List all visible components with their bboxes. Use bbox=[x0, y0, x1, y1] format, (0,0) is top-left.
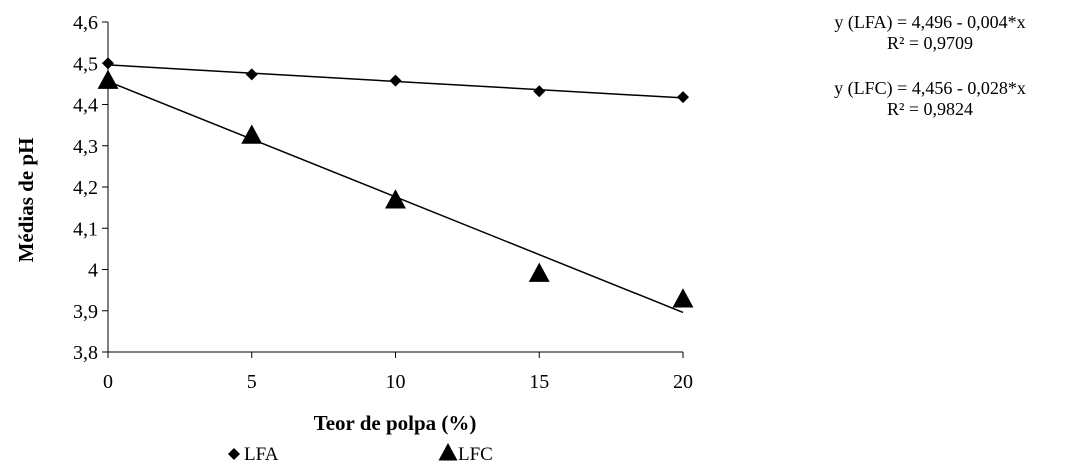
y-tick-label: 4,5 bbox=[73, 53, 98, 75]
y-tick-label: 4,2 bbox=[73, 177, 98, 199]
axes bbox=[107, 22, 683, 353]
x-tick-labels: 0 5 10 15 20 bbox=[103, 352, 693, 393]
point-lfa bbox=[245, 68, 258, 81]
r2-lfa-text: R² = 0,9709 bbox=[886, 33, 974, 53]
legend: LFA LFC bbox=[228, 443, 493, 465]
x-tick-label: 15 bbox=[529, 371, 549, 393]
legend-label-lfa: LFA bbox=[244, 444, 279, 465]
point-lfa bbox=[102, 57, 114, 70]
x-axis-title: Teor de polpa (%) bbox=[314, 411, 477, 435]
x-tick-label: 10 bbox=[386, 371, 406, 393]
x-tick-label: 5 bbox=[247, 371, 257, 393]
y-tick-label: 4,1 bbox=[73, 218, 98, 240]
point-lfc bbox=[672, 288, 694, 308]
y-tick-label: 3,8 bbox=[73, 342, 98, 364]
point-lfc bbox=[97, 69, 119, 89]
legend-marker-lfa bbox=[228, 448, 240, 460]
y-tick-label: 4,6 bbox=[73, 12, 98, 34]
equation-lfa: y (LFA) = 4,496 - 0,004*x R² = 0,9709 bbox=[790, 12, 1070, 54]
y-tick-label: 4,3 bbox=[73, 136, 98, 158]
point-lfa bbox=[533, 85, 546, 98]
point-lfc bbox=[528, 262, 550, 282]
point-lfa bbox=[389, 74, 402, 87]
equation-lfa-text: y (LFA) = 4,496 - 0,004*x bbox=[834, 12, 1026, 32]
equation-lfc: y (LFC) = 4,456 - 0,028*x R² = 0,9824 bbox=[790, 78, 1070, 120]
y-tick-label: 4 bbox=[88, 260, 98, 282]
point-lfc bbox=[385, 189, 406, 209]
legend-marker-lfc bbox=[438, 443, 458, 461]
y-tick-labels: 3,8 3,9 4 4,1 4,2 4,3 4,4 4,5 4,6 bbox=[73, 12, 108, 364]
trendlines bbox=[107, 64, 684, 314]
legend-label-lfc: LFC bbox=[458, 444, 493, 465]
point-lfc bbox=[241, 124, 263, 144]
data-markers bbox=[97, 57, 694, 308]
x-tick-label: 20 bbox=[673, 371, 693, 393]
equation-lfc-text: y (LFC) = 4,456 - 0,028*x bbox=[834, 78, 1026, 98]
y-axis-title: Médias de pH bbox=[14, 138, 38, 263]
y-tick-label: 3,9 bbox=[73, 301, 98, 323]
r2-lfc-text: R² = 0,9824 bbox=[886, 99, 974, 119]
y-tick-label: 4,4 bbox=[73, 95, 98, 117]
x-tick-label: 0 bbox=[103, 371, 113, 393]
point-lfa bbox=[677, 91, 689, 104]
